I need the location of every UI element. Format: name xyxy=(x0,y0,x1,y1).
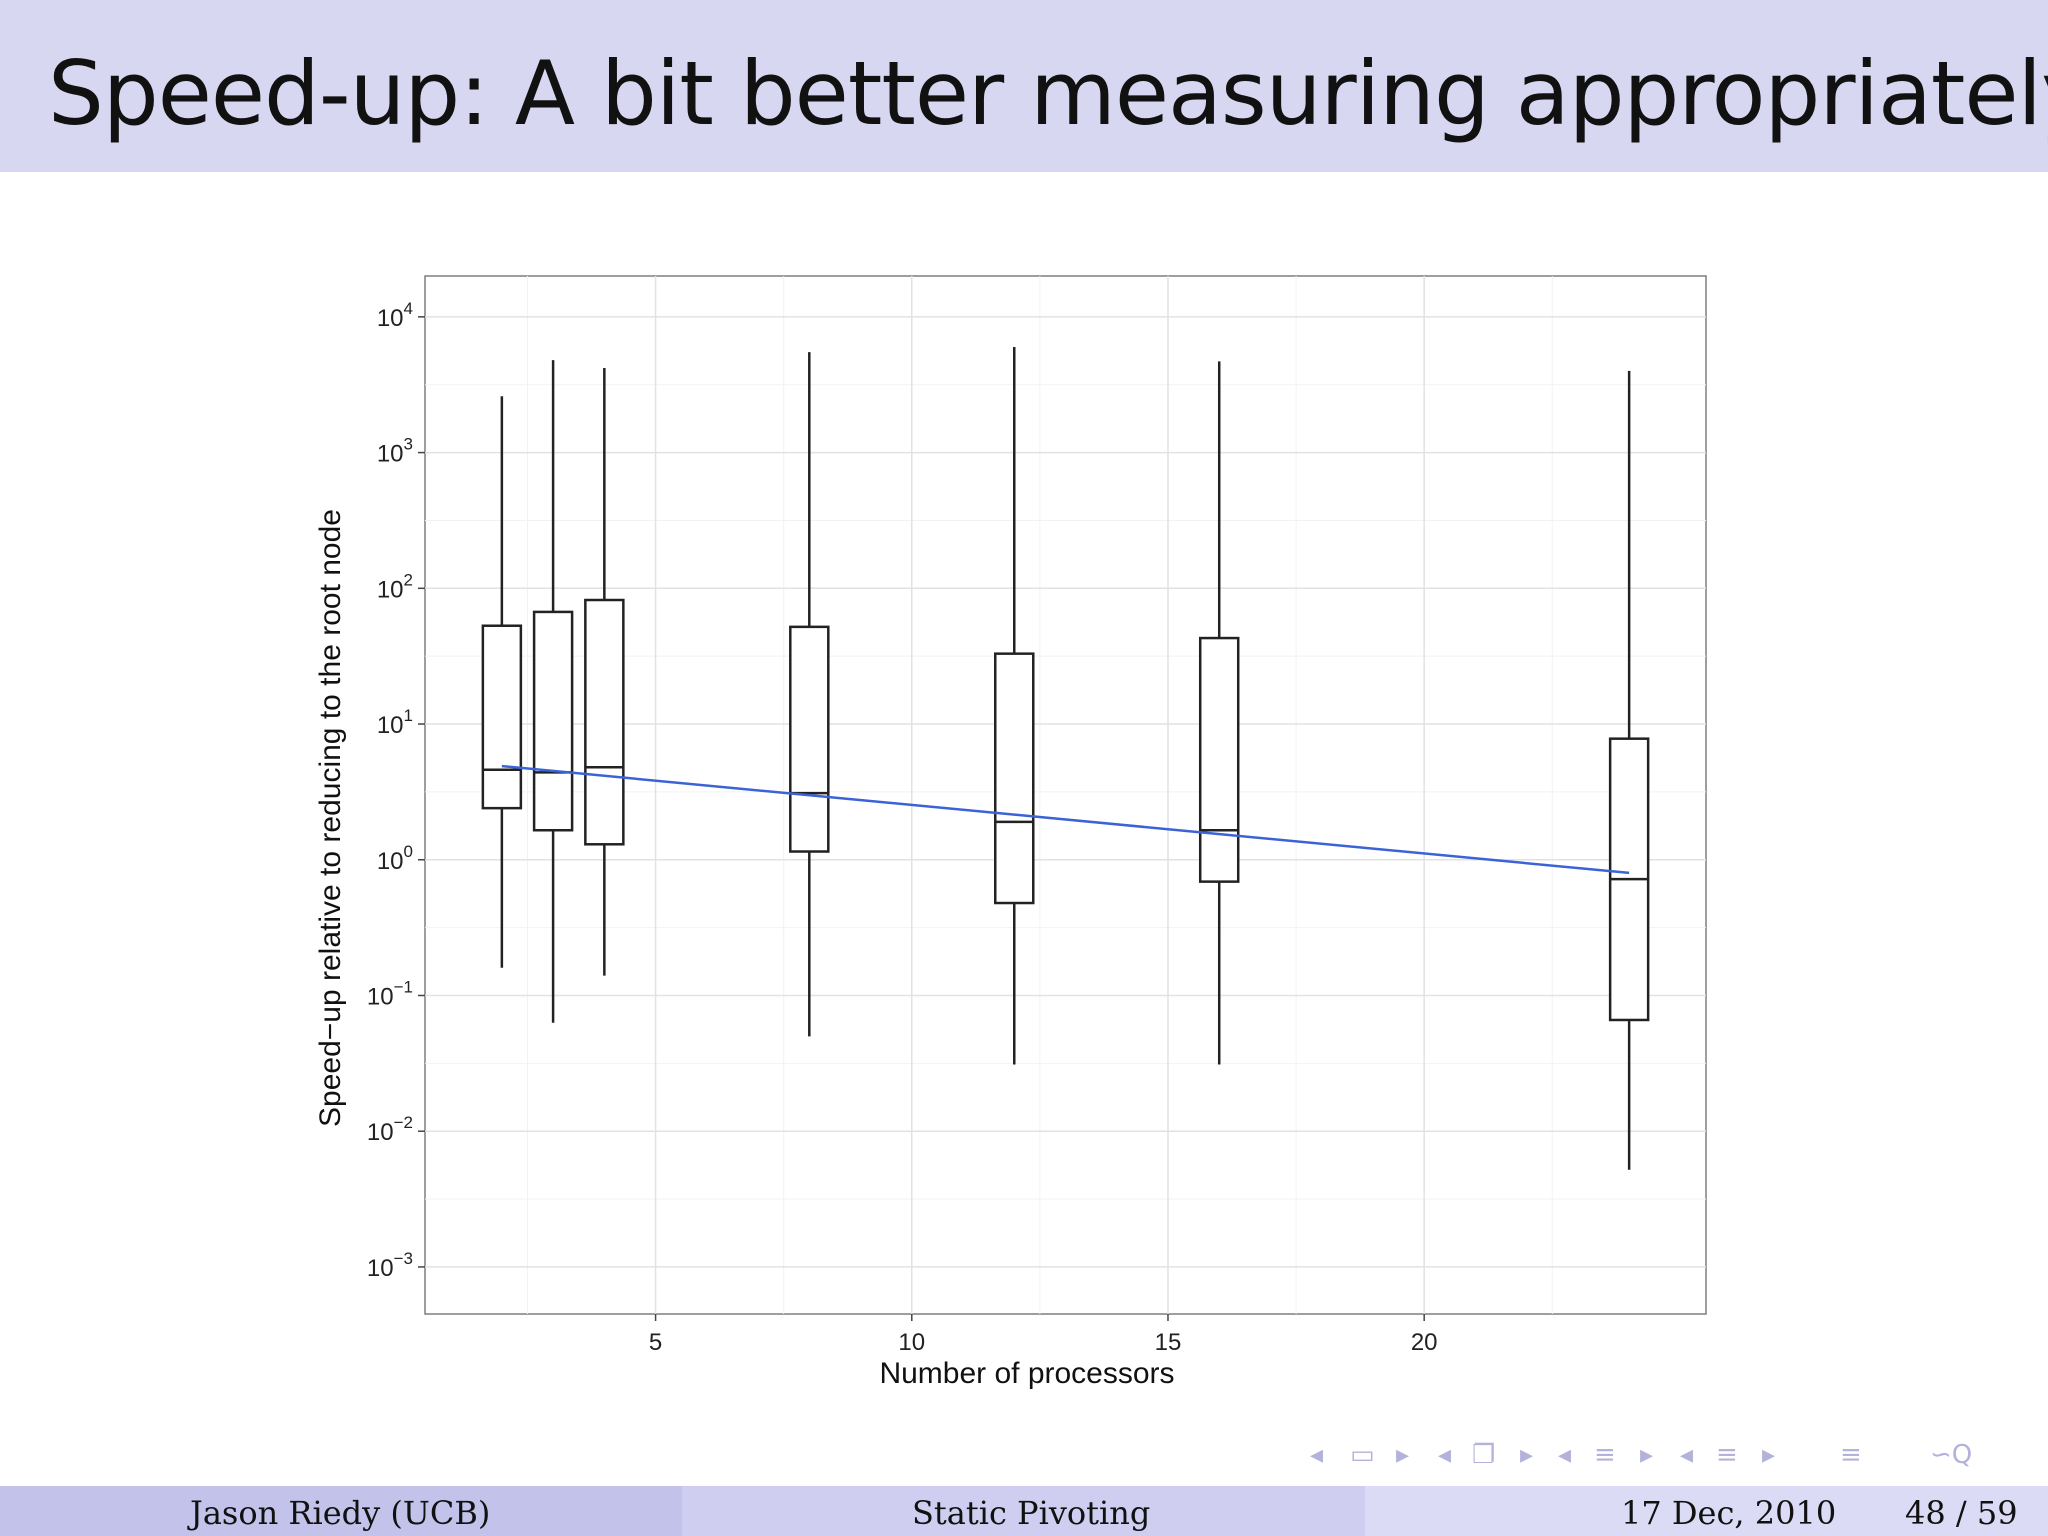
x-tick-label: 15 xyxy=(1155,1329,1182,1356)
boxplot xyxy=(1608,370,1650,1170)
footer-center: Static Pivoting xyxy=(682,1486,1365,1536)
box-iqr xyxy=(994,652,1035,905)
y-tick-label: 10−1 xyxy=(367,977,413,1010)
nav-frame-icon[interactable]: ▭ xyxy=(1350,1440,1375,1470)
nav-search-icon[interactable]: ∽Q xyxy=(1930,1440,1973,1470)
boxplot xyxy=(789,352,830,1037)
footer-talk-title: Static Pivoting xyxy=(912,1494,1151,1532)
y-tick-label: 100 xyxy=(377,842,413,875)
footer-date: 17 Dec, 2010 xyxy=(1621,1494,1837,1532)
nav-subsection-icon[interactable]: ❐ xyxy=(1472,1440,1496,1470)
boxplot xyxy=(532,360,574,1023)
y-tick-label: 10−2 xyxy=(367,1113,413,1146)
trend xyxy=(501,764,1630,875)
navigation-bar: ◂ ▭ ▸ ◂ ❐ ▸ ◂ ≡ ▸ ◂ ≡ ▸ ≡ ∽Q xyxy=(1310,1440,2030,1476)
nav-section-icon[interactable]: ≡ xyxy=(1594,1440,1616,1470)
nav-prev-doc-icon[interactable]: ◂ xyxy=(1680,1440,1694,1470)
slide-title: Speed-up: A bit better measuring appropr… xyxy=(48,42,2048,145)
boxplot xyxy=(481,396,523,968)
nav-next-frame-icon[interactable]: ▸ xyxy=(1396,1440,1410,1470)
x-axis-label: Number of processors xyxy=(879,1357,1174,1390)
footer-right: 17 Dec, 2010 48 / 59 xyxy=(1365,1486,2048,1536)
chart: 5 10 15 20 104 103 102 101 100 10−1 10−2 10−3 Numbe… xyxy=(314,275,1707,1390)
nav-prev-subsection-icon[interactable]: ◂ xyxy=(1438,1440,1452,1470)
x-tick-label: 20 xyxy=(1411,1329,1438,1356)
grid xyxy=(425,276,1706,1314)
nav-doc-icon[interactable]: ≡ xyxy=(1716,1440,1738,1470)
nav-next-subsection-icon[interactable]: ▸ xyxy=(1520,1440,1534,1470)
y-tick-label: 10−3 xyxy=(367,1249,413,1282)
boxplot xyxy=(994,346,1035,1065)
boxplot xyxy=(584,367,625,976)
y-tick-label: 101 xyxy=(377,706,413,739)
trend-line xyxy=(501,764,1630,875)
footer-page: 48 / 59 xyxy=(1905,1494,2018,1532)
y-tick-label: 104 xyxy=(377,299,413,332)
title-bar: Speed-up: A bit better measuring appropr… xyxy=(0,0,2048,172)
box-iqr xyxy=(584,598,625,846)
x-tick-label: 5 xyxy=(649,1329,662,1356)
boxplot xyxy=(1198,361,1240,1065)
box-iqr xyxy=(532,610,574,832)
box-iqr xyxy=(481,624,523,810)
nav-prev-frame-icon[interactable]: ◂ xyxy=(1310,1440,1324,1470)
x-tick-label: 10 xyxy=(898,1329,925,1356)
nav-toc-icon[interactable]: ≡ xyxy=(1840,1440,1862,1470)
nav-next-section-icon[interactable]: ▸ xyxy=(1640,1440,1654,1470)
box-iqr xyxy=(1198,636,1240,883)
footer-author: Jason Riedy (UCB) xyxy=(190,1494,491,1532)
axes: 5 10 15 20 104 103 102 101 100 10−1 10−2 10−3 xyxy=(367,299,1438,1356)
plot-panel xyxy=(424,275,1707,1315)
footer-left: Jason Riedy (UCB) xyxy=(0,1486,682,1536)
y-tick-label: 102 xyxy=(377,570,413,603)
footer: Jason Riedy (UCB) Static Pivoting 17 Dec… xyxy=(0,1486,2048,1536)
boxplots xyxy=(481,346,1650,1170)
nav-next-doc-icon[interactable]: ▸ xyxy=(1762,1440,1776,1470)
y-tick-label: 103 xyxy=(377,435,413,468)
box-iqr xyxy=(789,625,830,853)
nav-prev-section-icon[interactable]: ◂ xyxy=(1558,1440,1572,1470)
y-axis-label: Speed−up relative to reducing to the roo… xyxy=(314,509,347,1127)
